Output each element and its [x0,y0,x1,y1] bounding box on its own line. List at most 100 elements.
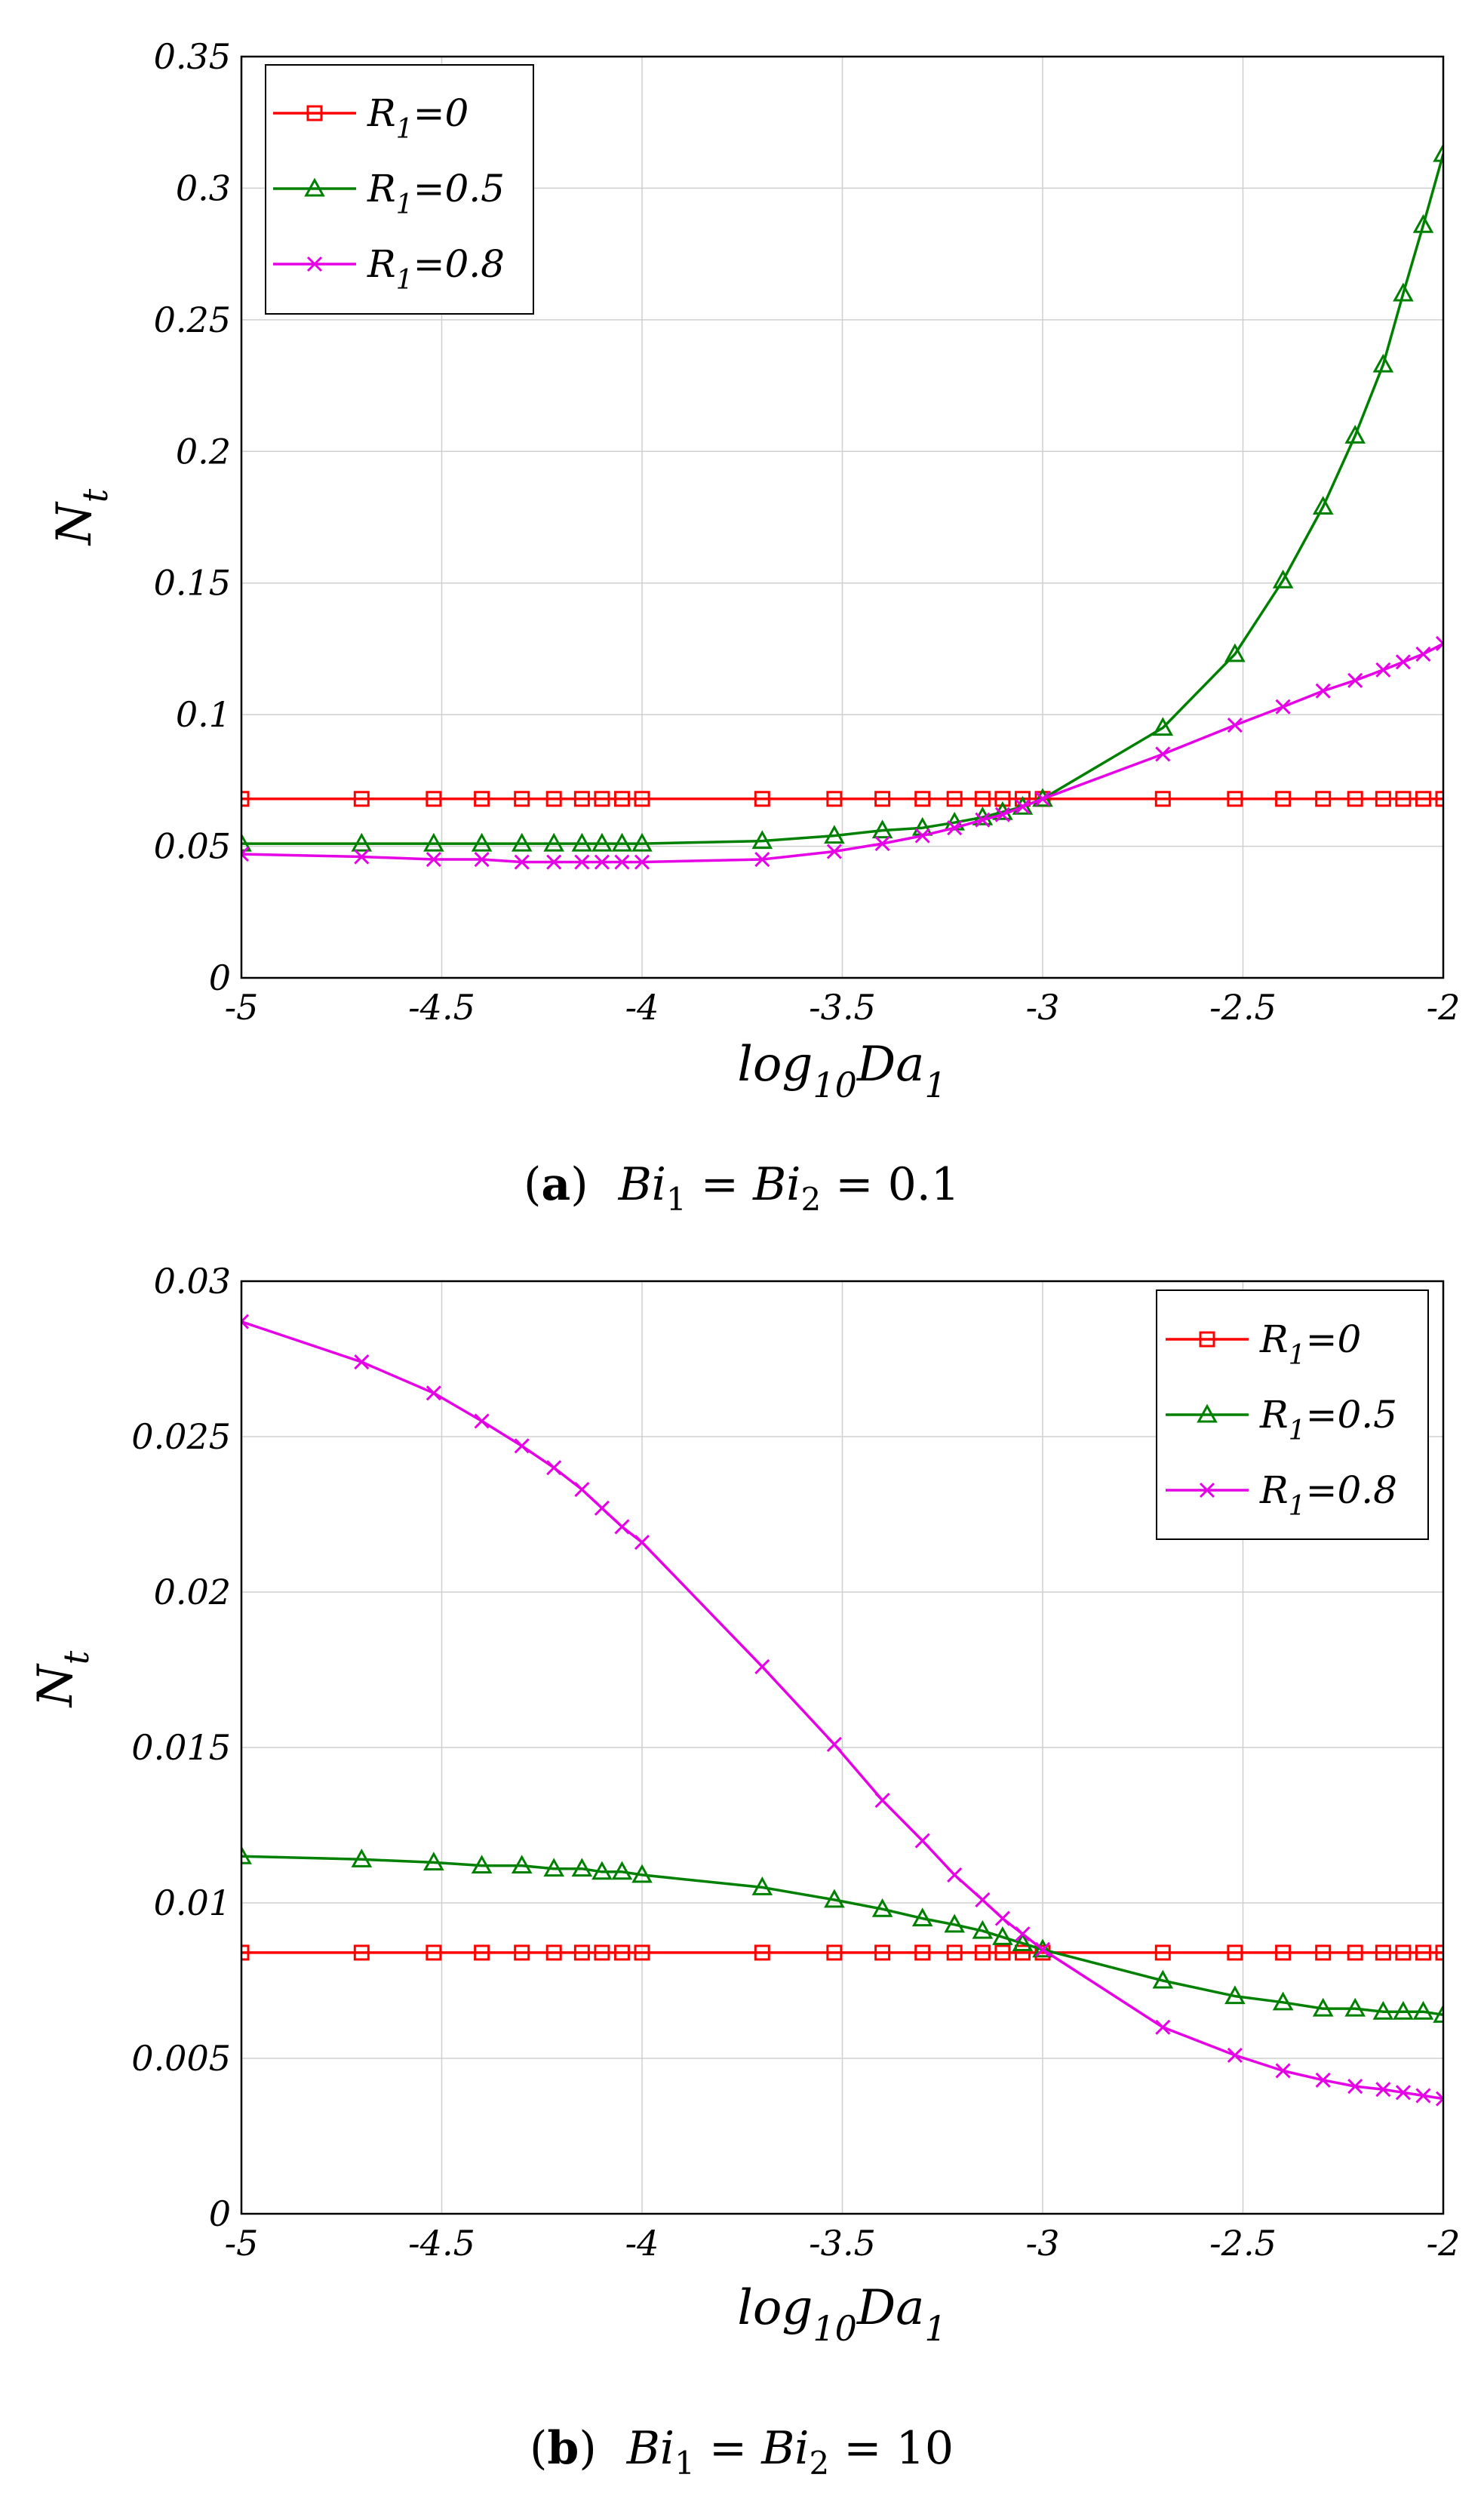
data-point-b-1 [1344,1997,1366,2017]
caption-b-bi2: Bi [760,2422,809,2475]
y-tick-label: 0.03 [154,1261,231,1302]
data-point-a-1 [1272,569,1294,589]
data-point-b-2 [1227,2047,1243,2063]
y-tick-label: 0.3 [176,168,231,208]
y-axis-label-a-sub: t [75,488,115,503]
data-point-b-1 [824,1889,845,1908]
data-point-a-2 [994,807,1010,822]
data-point-a-2 [1227,718,1243,733]
data-point-b-2 [426,1385,441,1401]
data-point-a-1 [571,832,593,852]
data-point-b-2 [1015,1926,1031,1942]
x-axis-label-b-log: log [737,2280,813,2336]
legend-marker-b-1 [1197,1403,1218,1423]
data-point-b-1 [351,1848,373,1867]
data-point-a-2 [1155,746,1171,762]
data-point-a-2 [514,854,530,870]
caption-b-label: b [547,2422,579,2475]
caption-b-eq2: = 10 [829,2422,954,2475]
data-point-a-0 [613,791,630,807]
data-point-a-2 [614,854,630,870]
data-point-b-1 [992,1926,1013,1945]
x-tick-label: -2.5 [1209,987,1277,1028]
x-axis-label-a-log: log [737,1037,813,1093]
y-axis-label-b-main: N [28,1663,84,1708]
data-point-b-2 [354,1354,370,1370]
data-point-b-2 [514,1438,530,1454]
data-point-a-2 [241,846,250,862]
data-point-a-1 [751,830,773,850]
data-point-b-1 [972,1920,994,1939]
caption-b-sub2: 2 [810,2445,830,2482]
data-point-a-1 [824,825,845,844]
y-tick-label: 0.01 [154,1883,231,1923]
data-point-a-1 [611,832,633,852]
data-point-b-1 [471,1855,493,1874]
x-tick-label: -4 [625,987,659,1028]
data-point-b-2 [1155,2019,1171,2035]
caption-a-paren-close: ) [570,1158,588,1211]
data-point-b-2 [546,1460,562,1476]
caption-a-paren-open: ( [524,1158,541,1211]
data-point-a-2 [1395,654,1411,670]
data-point-a-2 [975,812,991,828]
tick-labels-b: -5 -4.5 -4 -3.5 -3 -2.5 -2 0 0.005 0.01 0.015 0.02 0… [131,1261,1460,2264]
data-point-a-1 [1152,717,1174,736]
data-point-a-2 [634,854,650,870]
legend-marker-a-1 [304,177,325,197]
caption-a-gap: Bi [618,1158,666,1211]
legend-marker-b-0 [1199,1331,1215,1348]
data-point-a-0 [1435,791,1443,807]
x-tick-label: -3.5 [809,2223,876,2264]
data-point-b-0 [1375,1944,1391,1961]
data-point-b-0 [994,1944,1011,1961]
data-point-b-0 [353,1944,370,1961]
data-point-b-1 [1312,1997,1334,2017]
data-point-a-1 [591,832,613,852]
data-point-a-2 [1375,662,1391,678]
y-tick-label: 0.35 [154,36,231,77]
data-point-b-0 [1014,1944,1031,1961]
panel-a: -5 -4.5 -4 -3.5 -3 -2.5 -2 0 0.05 0.1 0.15 0.2 0.25 0… [47,36,1460,1218]
x-axis-label-a-sub1: 1 [924,1065,946,1105]
data-point-a-2 [546,854,562,870]
series-line-a-1 [241,153,1443,845]
caption-a-bi2: Bi [752,1158,800,1211]
y-tick-label: 0.15 [154,563,231,604]
x-axis-label-a: log10Da1 [737,1037,946,1105]
series-b [241,1314,1443,2107]
y-tick-label: 0 [209,2193,231,2234]
data-point-b-0 [874,1944,891,1961]
x-axis-label-a-sub10: 10 [813,1065,857,1105]
data-point-a-0 [914,791,931,807]
caption-a-eq2: = 0.1 [821,1158,960,1211]
data-point-b-0 [1395,1944,1412,1961]
legend-b: R1=0 R1=0.5 R1=0.8 [1156,1289,1429,1540]
data-point-a-0 [1315,791,1332,807]
data-point-b-2 [474,1413,490,1429]
legend-label-a-1: R1=0.5 [367,167,505,220]
x-tick-label: -3 [1026,2223,1060,2264]
legend-label-a-0: R1=0 [367,91,469,145]
data-point-a-2 [474,851,490,868]
data-point-b-2 [594,1500,610,1516]
data-point-b-0 [1315,1944,1332,1961]
data-point-b-0 [974,1944,991,1961]
data-point-a-0 [634,791,650,807]
data-point-a-0 [754,791,770,807]
data-point-a-0 [1415,791,1431,807]
data-point-a-0 [474,791,490,807]
data-point-b-1 [1152,1969,1174,1989]
data-point-b-0 [634,1944,650,1961]
plot-frame-b [240,1280,1445,2215]
data-point-b-1 [1224,1985,1246,2005]
data-point-a-2 [594,854,610,870]
data-point-a-1 [1312,496,1334,515]
data-point-a-2 [1034,791,1051,807]
plot-frame-a [240,55,1445,979]
data-point-b-2 [1315,2072,1331,2088]
data-point-b-0 [474,1944,490,1961]
data-point-a-0 [1275,791,1292,807]
data-point-a-2 [947,820,963,836]
data-point-b-2 [914,1833,930,1849]
